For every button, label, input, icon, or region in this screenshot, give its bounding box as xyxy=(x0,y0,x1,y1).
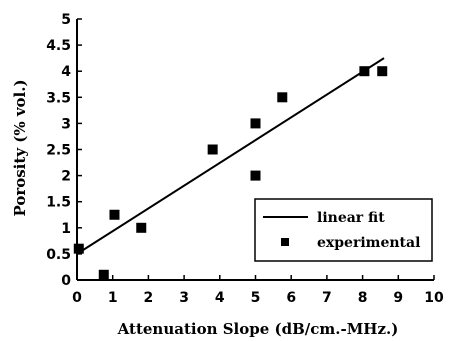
data-point xyxy=(98,269,109,280)
data-point xyxy=(250,118,261,129)
x-axis-title: Attenuation Slope (dB/cm.-MHz.) xyxy=(117,320,399,338)
data-point xyxy=(250,170,261,181)
x-tick-label: 3 xyxy=(179,290,189,306)
x-tick-label: 6 xyxy=(286,290,296,306)
data-point xyxy=(109,209,120,220)
legend-square-symbol xyxy=(281,238,289,246)
y-tick-label: 0.5 xyxy=(46,247,71,263)
data-point xyxy=(359,66,370,77)
data-point xyxy=(277,92,288,103)
y-tick-label: 3.5 xyxy=(46,90,71,106)
data-point xyxy=(207,144,218,155)
x-tick-label: 0 xyxy=(72,290,82,306)
linear-fit-line xyxy=(76,57,385,255)
data-point xyxy=(136,222,147,233)
x-tick-label: 10 xyxy=(424,290,444,306)
legend: linear fit experimental xyxy=(254,198,433,262)
tick-marks xyxy=(76,18,435,281)
legend-label-linear-fit: linear fit xyxy=(317,210,385,226)
y-tick-label: 1.5 xyxy=(46,195,71,211)
x-tick-label: 7 xyxy=(322,290,332,306)
y-tick-label: 4.5 xyxy=(46,38,71,54)
y-tick-labels: 0 0.5 1 1.5 2 2.5 3 3.5 4 4.5 5 xyxy=(46,12,71,289)
y-tick-label: 0 xyxy=(61,273,71,289)
y-axis-title: Porosity (% vol.) xyxy=(11,79,29,216)
x-tick-label: 8 xyxy=(358,290,368,306)
y-tick-label: 4 xyxy=(61,64,71,80)
x-tick-label: 2 xyxy=(144,290,154,306)
data-point xyxy=(73,243,84,254)
x-tick-label: 4 xyxy=(215,290,225,306)
data-point xyxy=(377,66,388,77)
x-tick-label: 5 xyxy=(251,290,261,306)
legend-box xyxy=(254,198,433,262)
legend-label-experimental: experimental xyxy=(317,235,420,251)
x-tick-labels: 0 1 2 3 4 5 6 7 8 9 10 xyxy=(72,290,444,306)
y-tick-label: 2.5 xyxy=(46,143,71,159)
x-tick-label: 1 xyxy=(108,290,118,306)
x-tick-label: 9 xyxy=(393,290,403,306)
y-tick-label: 2 xyxy=(61,169,71,185)
y-tick-label: 3 xyxy=(61,116,71,132)
y-tick-label: 5 xyxy=(61,12,71,28)
y-tick-label: 1 xyxy=(61,221,71,237)
series xyxy=(73,57,388,280)
